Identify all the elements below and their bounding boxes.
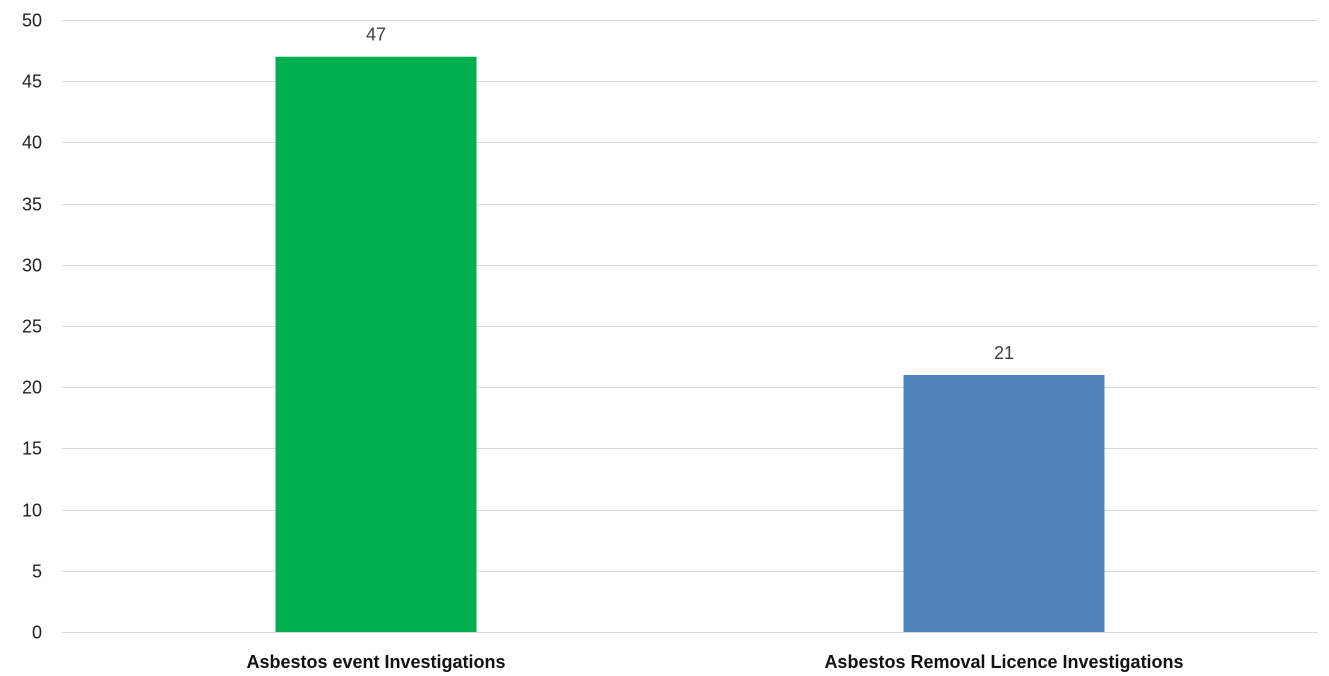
y-tick-label: 5 xyxy=(32,562,42,582)
y-tick-label: 45 xyxy=(22,72,42,92)
category-label: Asbestos Removal Licence Investigations xyxy=(824,652,1183,672)
category-label: Asbestos event Investigations xyxy=(246,652,505,672)
y-tick-label: 50 xyxy=(22,11,42,31)
gridlines xyxy=(62,20,1318,633)
y-tick-label: 10 xyxy=(22,501,42,521)
category-labels: Asbestos event Investigations Asbestos Re… xyxy=(246,652,1183,672)
bar xyxy=(903,374,1105,632)
y-tick-label: 35 xyxy=(22,195,42,215)
y-axis-tick-labels: 0 5 10 15 20 25 30 35 40 45 50 xyxy=(22,11,42,643)
y-tick-label: 0 xyxy=(32,623,42,643)
y-tick-label: 20 xyxy=(22,378,42,398)
data-label: 21 xyxy=(994,343,1014,363)
y-tick-label: 15 xyxy=(22,439,42,459)
bar xyxy=(275,56,477,633)
y-tick-label: 40 xyxy=(22,133,42,153)
bars xyxy=(275,56,1105,633)
y-tick-label: 25 xyxy=(22,317,42,337)
data-label: 47 xyxy=(366,25,386,45)
y-tick-label: 30 xyxy=(22,256,42,276)
data-labels: 47 21 xyxy=(366,25,1014,363)
